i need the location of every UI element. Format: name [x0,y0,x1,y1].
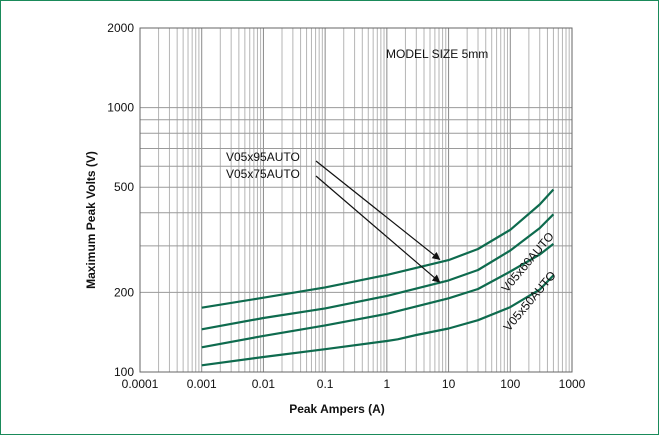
series-label-v05x75: V05x75AUTO [226,167,300,181]
x-tick-label: 10 [442,377,456,391]
tick-labels: 0.0001 0.001 0.01 0.1 1 10 100 1000 100 200 500 100… [107,21,585,391]
x-tick-label: 0.1 [317,377,334,391]
x-tick-label: 0.01 [252,377,276,391]
model-size-label: MODEL SIZE 5mm [386,47,488,61]
y-axis-title: Maximum Peak Volts (V) [84,151,98,289]
y-tick-label: 200 [114,285,134,299]
series-line [201,274,555,367]
x-tick-label: 100 [500,377,520,391]
plot-border [139,27,573,373]
series-lines [201,188,555,367]
x-tick-label: 0.001 [187,377,217,391]
annotation-arrow [315,160,441,261]
series-line [201,213,555,331]
y-tick-label: 100 [114,365,134,379]
x-tick-label: 1 [384,377,391,391]
y-tick-label: 2000 [107,21,134,35]
x-tick-label: 1000 [559,377,586,391]
y-tick-label: 500 [114,180,134,194]
annotation-arrows [315,160,441,283]
x-tick-label: 0.0001 [122,377,159,391]
series-line [201,188,555,309]
y-tick-label: 1000 [107,101,134,115]
series-line [201,243,555,349]
x-axis-title: Peak Ampers (A) [289,402,385,416]
annotation-arrow [315,175,441,283]
series-label-v05x95: V05x95AUTO [226,150,300,164]
